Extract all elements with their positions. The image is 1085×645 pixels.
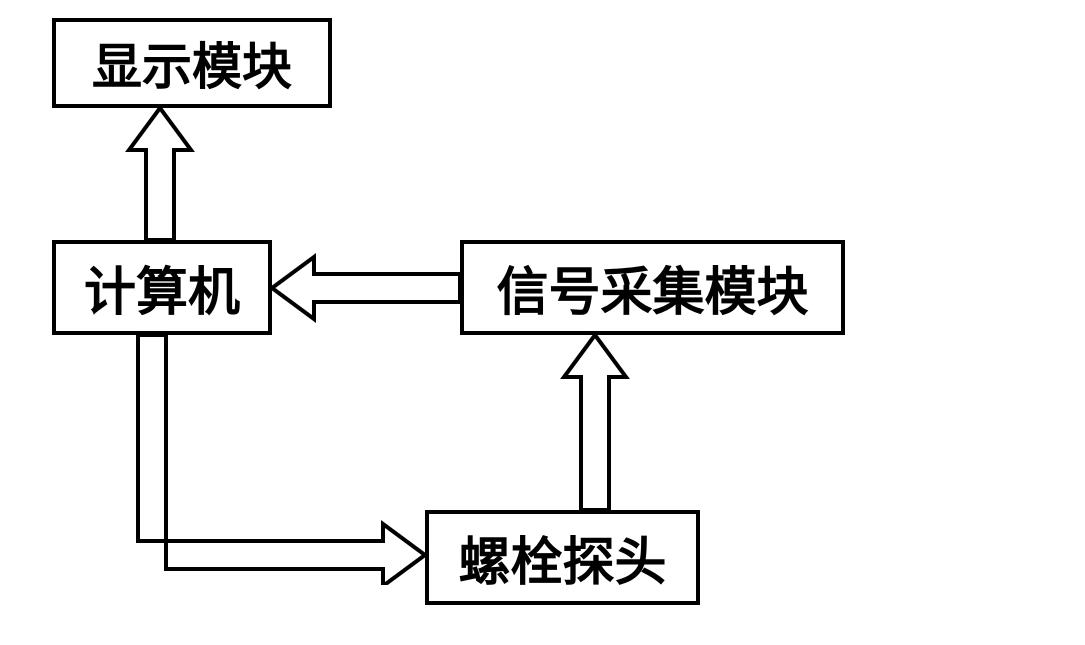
arrow-bolt-to-signal [555,335,635,510]
arrow-signal-to-computer [272,248,460,328]
node-bolt-probe-label: 螺栓探头 [458,520,666,595]
node-signal-module: 信号采集模块 [460,240,845,335]
node-computer: 计算机 [52,240,272,335]
node-display-module-label: 显示模块 [92,27,292,99]
arrow-computer-to-display [120,108,200,240]
node-bolt-probe: 螺栓探头 [425,510,700,605]
arrow-computer-to-bolt [110,335,425,585]
node-computer-label: 计算机 [84,250,240,325]
node-display-module: 显示模块 [52,18,332,108]
node-signal-module-label: 信号采集模块 [496,250,808,325]
